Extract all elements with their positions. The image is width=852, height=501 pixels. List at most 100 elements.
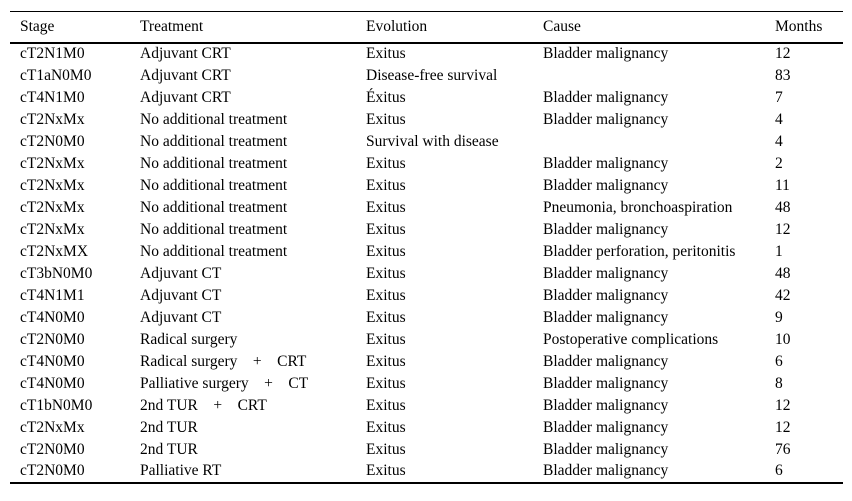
cell-cause: Bladder malignancy xyxy=(543,264,669,282)
cell-evolution: Exitus xyxy=(366,264,406,282)
cell-months: 42 xyxy=(775,286,791,304)
cell-treatment: Adjuvant CT xyxy=(140,264,222,282)
cell-evolution: Exitus xyxy=(366,110,406,128)
cell-cause: Bladder malignancy xyxy=(543,154,669,172)
cell-cause: Bladder malignancy xyxy=(543,220,669,238)
column-header-evolution: Evolution xyxy=(356,11,533,44)
cell-treatment: No additional treatment xyxy=(140,198,288,216)
cell-treatment: Radical surgery xyxy=(140,330,238,348)
table-row: cT2NxMX No additional treatment Exitus B… xyxy=(10,241,843,263)
cell-stage: cT4N0M0 xyxy=(20,352,85,370)
table-row: cT4N1M1 Adjuvant CT Exitus Bladder malig… xyxy=(10,285,843,307)
cell-evolution: Exitus xyxy=(366,45,406,62)
cell-months: 12 xyxy=(775,45,791,62)
cell-stage: cT4N1M1 xyxy=(20,286,85,304)
cell-treatment: 2nd TUR + CRT xyxy=(140,396,267,414)
cell-cause: Bladder perforation, peritonitis xyxy=(543,242,736,260)
cell-stage: cT2NxMx xyxy=(20,110,85,128)
cell-months: 1 xyxy=(775,242,783,260)
cell-months: 8 xyxy=(775,374,783,392)
cell-evolution: Exitus xyxy=(366,198,406,216)
cell-evolution: Disease-free survival xyxy=(366,66,498,84)
column-header-months: Months xyxy=(765,11,843,44)
cell-cause: Bladder malignancy xyxy=(543,462,669,479)
cell-cause: Bladder malignancy xyxy=(543,308,669,326)
cell-months: 7 xyxy=(775,88,783,106)
cell-treatment: Palliative RT xyxy=(140,462,222,479)
cell-stage: cT2N0M0 xyxy=(20,132,85,150)
cell-treatment: No additional treatment xyxy=(140,176,288,194)
cell-evolution: Éxitus xyxy=(366,88,406,106)
cell-months: 12 xyxy=(775,418,791,436)
table-row: cT2NxMx No additional treatment Exitus P… xyxy=(10,197,843,219)
cell-cause: Bladder malignancy xyxy=(543,396,669,414)
cell-stage: cT2NxMx xyxy=(20,198,85,216)
table-body: cT2N1M0 Adjuvant CRT Exitus Bladder mali… xyxy=(10,43,843,483)
cell-evolution: Exitus xyxy=(366,330,406,348)
cell-evolution: Exitus xyxy=(366,308,406,326)
cell-stage: cT2NxMX xyxy=(20,242,89,260)
table-row: cT2NxMx No additional treatment Exitus B… xyxy=(10,109,843,131)
cell-cause: Bladder malignancy xyxy=(543,440,669,458)
cell-evolution: Survival with disease xyxy=(366,132,499,150)
cell-months: 83 xyxy=(775,66,791,84)
cell-treatment: No additional treatment xyxy=(140,132,288,150)
cell-treatment: Adjuvant CT xyxy=(140,308,222,326)
cell-treatment: Adjuvant CRT xyxy=(140,45,231,62)
cell-treatment: No additional treatment xyxy=(140,154,288,172)
column-header-treatment: Treatment xyxy=(130,11,356,44)
table-row: cT4N0M0 Radical surgery + CRT Exitus Bla… xyxy=(10,351,843,373)
table-row: cT2N0M0 No additional treatment Survival… xyxy=(10,131,843,153)
cell-evolution: Exitus xyxy=(366,242,406,260)
cell-stage: cT2N0M0 xyxy=(20,440,85,458)
cell-treatment: Adjuvant CRT xyxy=(140,88,231,106)
cell-months: 4 xyxy=(775,110,783,128)
cell-stage: cT2NxMx xyxy=(20,220,85,238)
cell-evolution: Exitus xyxy=(366,352,406,370)
table-row: cT4N0M0 Palliative surgery + CT Exitus B… xyxy=(10,373,843,395)
table-row: cT2N0M0 2nd TUR Exitus Bladder malignanc… xyxy=(10,439,843,461)
cell-cause: Bladder malignancy xyxy=(543,286,669,304)
cell-evolution: Exitus xyxy=(366,176,406,194)
cell-stage: cT4N0M0 xyxy=(20,374,85,392)
cell-cause: Bladder malignancy xyxy=(543,418,669,436)
table-row: cT2NxMx No additional treatment Exitus B… xyxy=(10,175,843,197)
cell-stage: cT1bN0M0 xyxy=(20,396,93,414)
table-header: Stage Treatment Evolution Cause Months xyxy=(10,11,843,44)
cell-treatment: No additional treatment xyxy=(140,110,288,128)
cell-stage: cT4N0M0 xyxy=(20,308,85,326)
cell-treatment: Adjuvant CT xyxy=(140,286,222,304)
table-row: cT2N0M0 Palliative RT Exitus Bladder mal… xyxy=(10,461,843,483)
table-row: cT2N0M0 Radical surgery Exitus Postopera… xyxy=(10,329,843,351)
table-row: cT1aN0M0 Adjuvant CRT Disease-free survi… xyxy=(10,65,843,87)
header-row: Stage Treatment Evolution Cause Months xyxy=(10,11,843,44)
cell-cause: Bladder malignancy xyxy=(543,352,669,370)
table-row: cT2NxMx No additional treatment Exitus B… xyxy=(10,153,843,175)
table-row: cT1bN0M0 2nd TUR + CRT Exitus Bladder ma… xyxy=(10,395,843,417)
cell-stage: cT2N0M0 xyxy=(20,462,85,479)
cell-evolution: Exitus xyxy=(366,418,406,436)
cell-months: 10 xyxy=(775,330,791,348)
cell-evolution: Exitus xyxy=(366,374,406,392)
cell-treatment: Radical surgery + CRT xyxy=(140,352,307,370)
cell-cause: Postoperative complications xyxy=(543,330,719,348)
cell-cause xyxy=(533,65,765,87)
cell-treatment: Palliative surgery + CT xyxy=(140,374,309,392)
cell-treatment: No additional treatment xyxy=(140,220,288,238)
cell-cause: Pneumonia, bronchoaspiration xyxy=(543,198,733,216)
cell-months: 12 xyxy=(775,396,791,414)
cell-cause: Bladder malignancy xyxy=(543,176,669,194)
cell-treatment: 2nd TUR xyxy=(140,440,198,458)
cell-months: 4 xyxy=(775,132,783,150)
cell-cause: Bladder malignancy xyxy=(543,110,669,128)
cell-months: 9 xyxy=(775,308,783,326)
cell-stage: cT4N1M0 xyxy=(20,88,85,106)
cell-treatment: No additional treatment xyxy=(140,242,288,260)
cell-months: 12 xyxy=(775,220,791,238)
table-row: cT2N1M0 Adjuvant CRT Exitus Bladder mali… xyxy=(10,43,843,65)
cell-cause: Bladder malignancy xyxy=(543,374,669,392)
cell-stage: cT2N0M0 xyxy=(20,330,85,348)
column-header-stage: Stage xyxy=(10,11,130,44)
cell-evolution: Exitus xyxy=(366,396,406,414)
